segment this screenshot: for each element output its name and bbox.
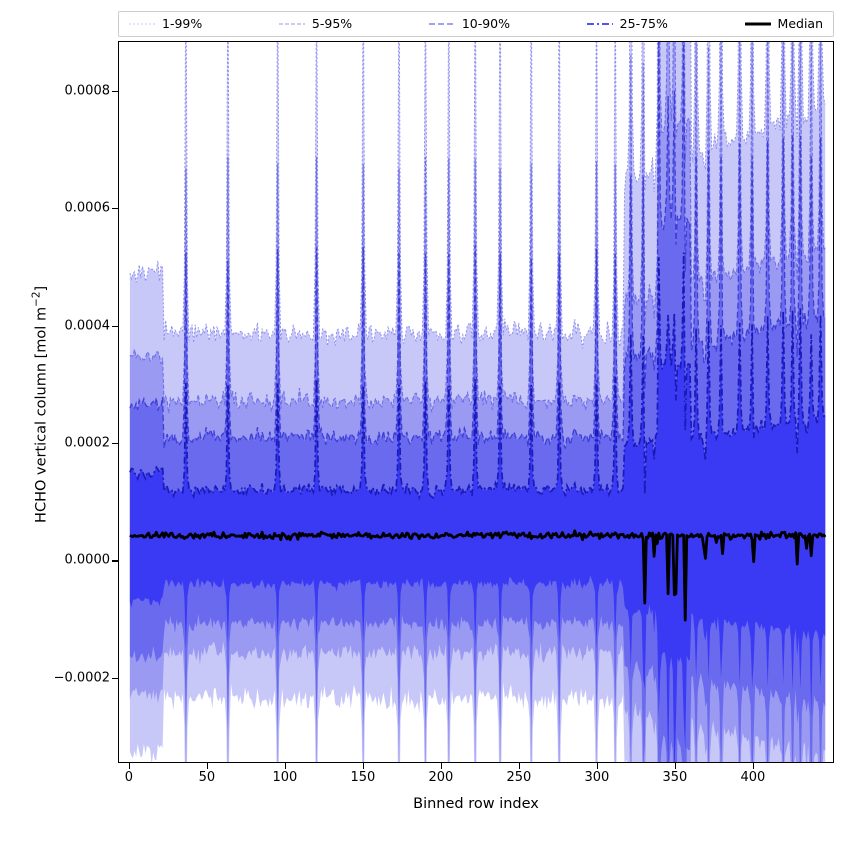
x-tick-label: 50 (198, 770, 216, 785)
x-tick-mark (284, 763, 286, 769)
x-tick-label: 100 (272, 770, 298, 785)
legend-item-10-90-swatch (428, 23, 455, 25)
band-5-95-upper-edge (129, 42, 826, 414)
band-1-99-upper-edge (129, 42, 826, 349)
x-tick-mark (362, 763, 364, 769)
percentile-band-plot (129, 42, 827, 762)
x-tick-mark (752, 763, 754, 769)
y-axis-label-text: HCHO vertical column [mol m (33, 306, 50, 523)
y-tick-mark (112, 560, 118, 562)
x-tick-mark (128, 763, 130, 769)
legend-item-25-75-swatch (586, 23, 613, 25)
y-tick-label: 0.0002 (64, 435, 111, 451)
x-tick-mark (596, 763, 598, 769)
legend-item-5-95-swatch (278, 23, 305, 25)
y-tick-mark (112, 90, 118, 92)
x-tick-label: 350 (662, 770, 688, 785)
x-tick-label: 200 (428, 770, 454, 785)
band-25-75 (129, 252, 826, 762)
y-tick-mark (112, 443, 118, 445)
y-tick-label: 0.0008 (64, 83, 111, 99)
x-tick-label: 300 (584, 770, 610, 785)
y-tick-mark (112, 208, 118, 210)
plot-area (118, 41, 834, 763)
legend-item-25-75[interactable]: 25-75% (586, 15, 668, 31)
band-10-90-upper-edge (129, 42, 826, 449)
band-25-75-upper-edge (129, 252, 826, 501)
y-tick-label: 0.0006 (64, 200, 111, 216)
x-tick-label: 250 (506, 770, 532, 785)
x-tick-mark (206, 763, 208, 769)
y-tick-label: 0.0004 (64, 318, 111, 334)
legend-item-median-swatch (744, 22, 771, 26)
x-tick-mark (440, 763, 442, 769)
x-tick-label: 0 (124, 770, 134, 785)
y-tick-mark (112, 325, 118, 327)
y-tick-mark (112, 677, 118, 679)
x-axis-label: Binned row index (413, 796, 539, 812)
y-axis-label-tail: ] (33, 285, 50, 292)
legend-item-5-95[interactable]: 5-95% (278, 15, 353, 31)
x-tick-mark (674, 763, 676, 769)
legend-item-5-95-label: 5-95% (311, 15, 353, 31)
legend-item-median[interactable]: Median (744, 15, 823, 31)
x-tick-label: 400 (740, 770, 766, 785)
y-axis-ticks: 0.0008 0.0006 0.0004 0.0002 0.0000 −0.0002 (0, 0, 110, 850)
median-line (129, 529, 827, 622)
legend-item-1-99[interactable]: 1-99% (129, 15, 203, 31)
legend-item-10-90-label: 10-90% (461, 15, 511, 31)
y-axis-label-exponent: −2 (30, 291, 43, 307)
chart-legend: 1-99% 5-95% 10-90% 25-75% Median (118, 11, 834, 37)
legend-item-median-label: Median (777, 15, 823, 31)
legend-item-1-99-label: 1-99% (162, 15, 203, 31)
y-tick-label: −0.0002 (53, 670, 110, 686)
y-tick-label: 0.0000 (64, 552, 111, 568)
legend-item-10-90[interactable]: 10-90% (428, 15, 511, 31)
y-axis-label: HCHO vertical column [mol m−2] (31, 34, 50, 774)
legend-item-1-99-swatch (129, 23, 155, 25)
legend-item-25-75-label: 25-75% (619, 15, 668, 31)
x-tick-mark (518, 763, 520, 769)
x-tick-label: 150 (350, 770, 376, 785)
